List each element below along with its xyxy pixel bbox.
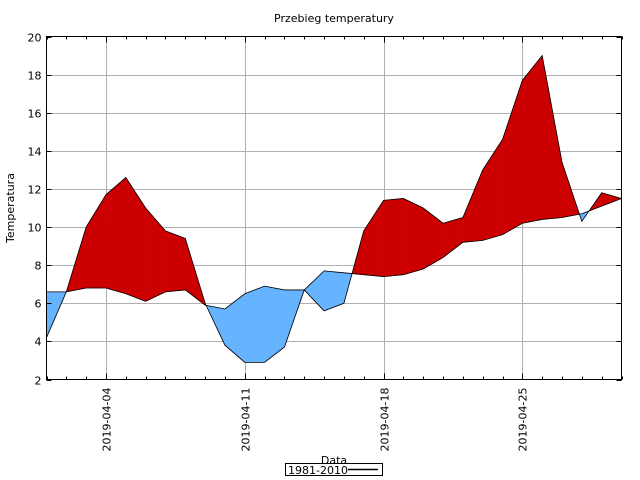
below-normal-area (323, 270, 345, 312)
y-tick-label: 18 (28, 70, 42, 83)
below-normal-area (264, 285, 285, 363)
above-normal-area (105, 176, 127, 295)
above-normal-area (145, 207, 166, 302)
chart-title: Przebieg temperatury (274, 12, 394, 25)
below-normal-area (224, 293, 246, 363)
above-normal-area (462, 169, 483, 243)
above-normal-area (422, 207, 444, 270)
above-normal-area (403, 198, 424, 276)
x-tick-label: 2019-04-04 (101, 388, 114, 452)
actual-temperature-line (46, 54, 622, 363)
above-normal-area (541, 55, 563, 220)
above-normal-area (363, 199, 384, 277)
below-normal-area (303, 270, 325, 312)
y-tick-label: 2 (35, 375, 42, 388)
x-tick-label: 2019-04-18 (379, 388, 392, 452)
x-tick-label: 2019-04-25 (517, 388, 530, 452)
above-normal-area (125, 176, 146, 302)
above-normal-area (165, 230, 186, 293)
below-normal-area (244, 285, 265, 363)
y-tick-label: 4 (35, 336, 42, 349)
y-tick-label: 20 (28, 32, 42, 45)
y-tick-label: 16 (28, 108, 42, 121)
ticks: 2 4 6 8 10 12 14 16 18 20 2019-04-04 2019-04-11 2019… (28, 32, 623, 452)
y-tick-label: 12 (28, 184, 42, 197)
above-normal-area (502, 80, 523, 236)
y-tick-label: 8 (35, 260, 42, 273)
y-tick-label: 6 (35, 298, 42, 311)
x-tick-label: 2019-04-11 (240, 388, 253, 452)
above-normal-area (85, 193, 107, 289)
legend: 1981-2010 (285, 463, 383, 477)
legend-box (285, 463, 383, 476)
plot-areas (46, 54, 623, 363)
plot-frame (46, 36, 622, 380)
y-tick-label: 14 (28, 146, 42, 159)
above-normal-area (522, 54, 543, 224)
plot-lines (46, 54, 622, 363)
y-axis-label: Temperatura (4, 173, 17, 244)
normal-1981-2010-line (46, 198, 622, 310)
legend-label: 1981-2010 (288, 464, 348, 477)
above-normal-area (383, 198, 404, 277)
above-normal-area (442, 217, 464, 259)
y-tick-label: 10 (28, 222, 42, 235)
